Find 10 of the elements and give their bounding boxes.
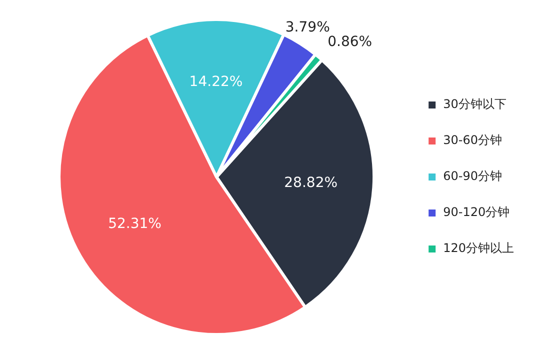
- data-label: 28.82%: [284, 175, 338, 192]
- data-label: 14.22%: [189, 74, 243, 90]
- legend-label: 60-90分钟: [443, 169, 502, 184]
- data-label: 52.31%: [108, 216, 162, 232]
- legend-label: 30分钟以下: [443, 97, 506, 112]
- legend-label: 90-120分钟: [443, 205, 510, 220]
- legend-label: 120分钟以上: [443, 241, 514, 256]
- legend-label: 30-60分钟: [443, 133, 502, 148]
- data-label: 3.79%: [285, 19, 330, 36]
- data-label: 0.86%: [328, 34, 372, 50]
